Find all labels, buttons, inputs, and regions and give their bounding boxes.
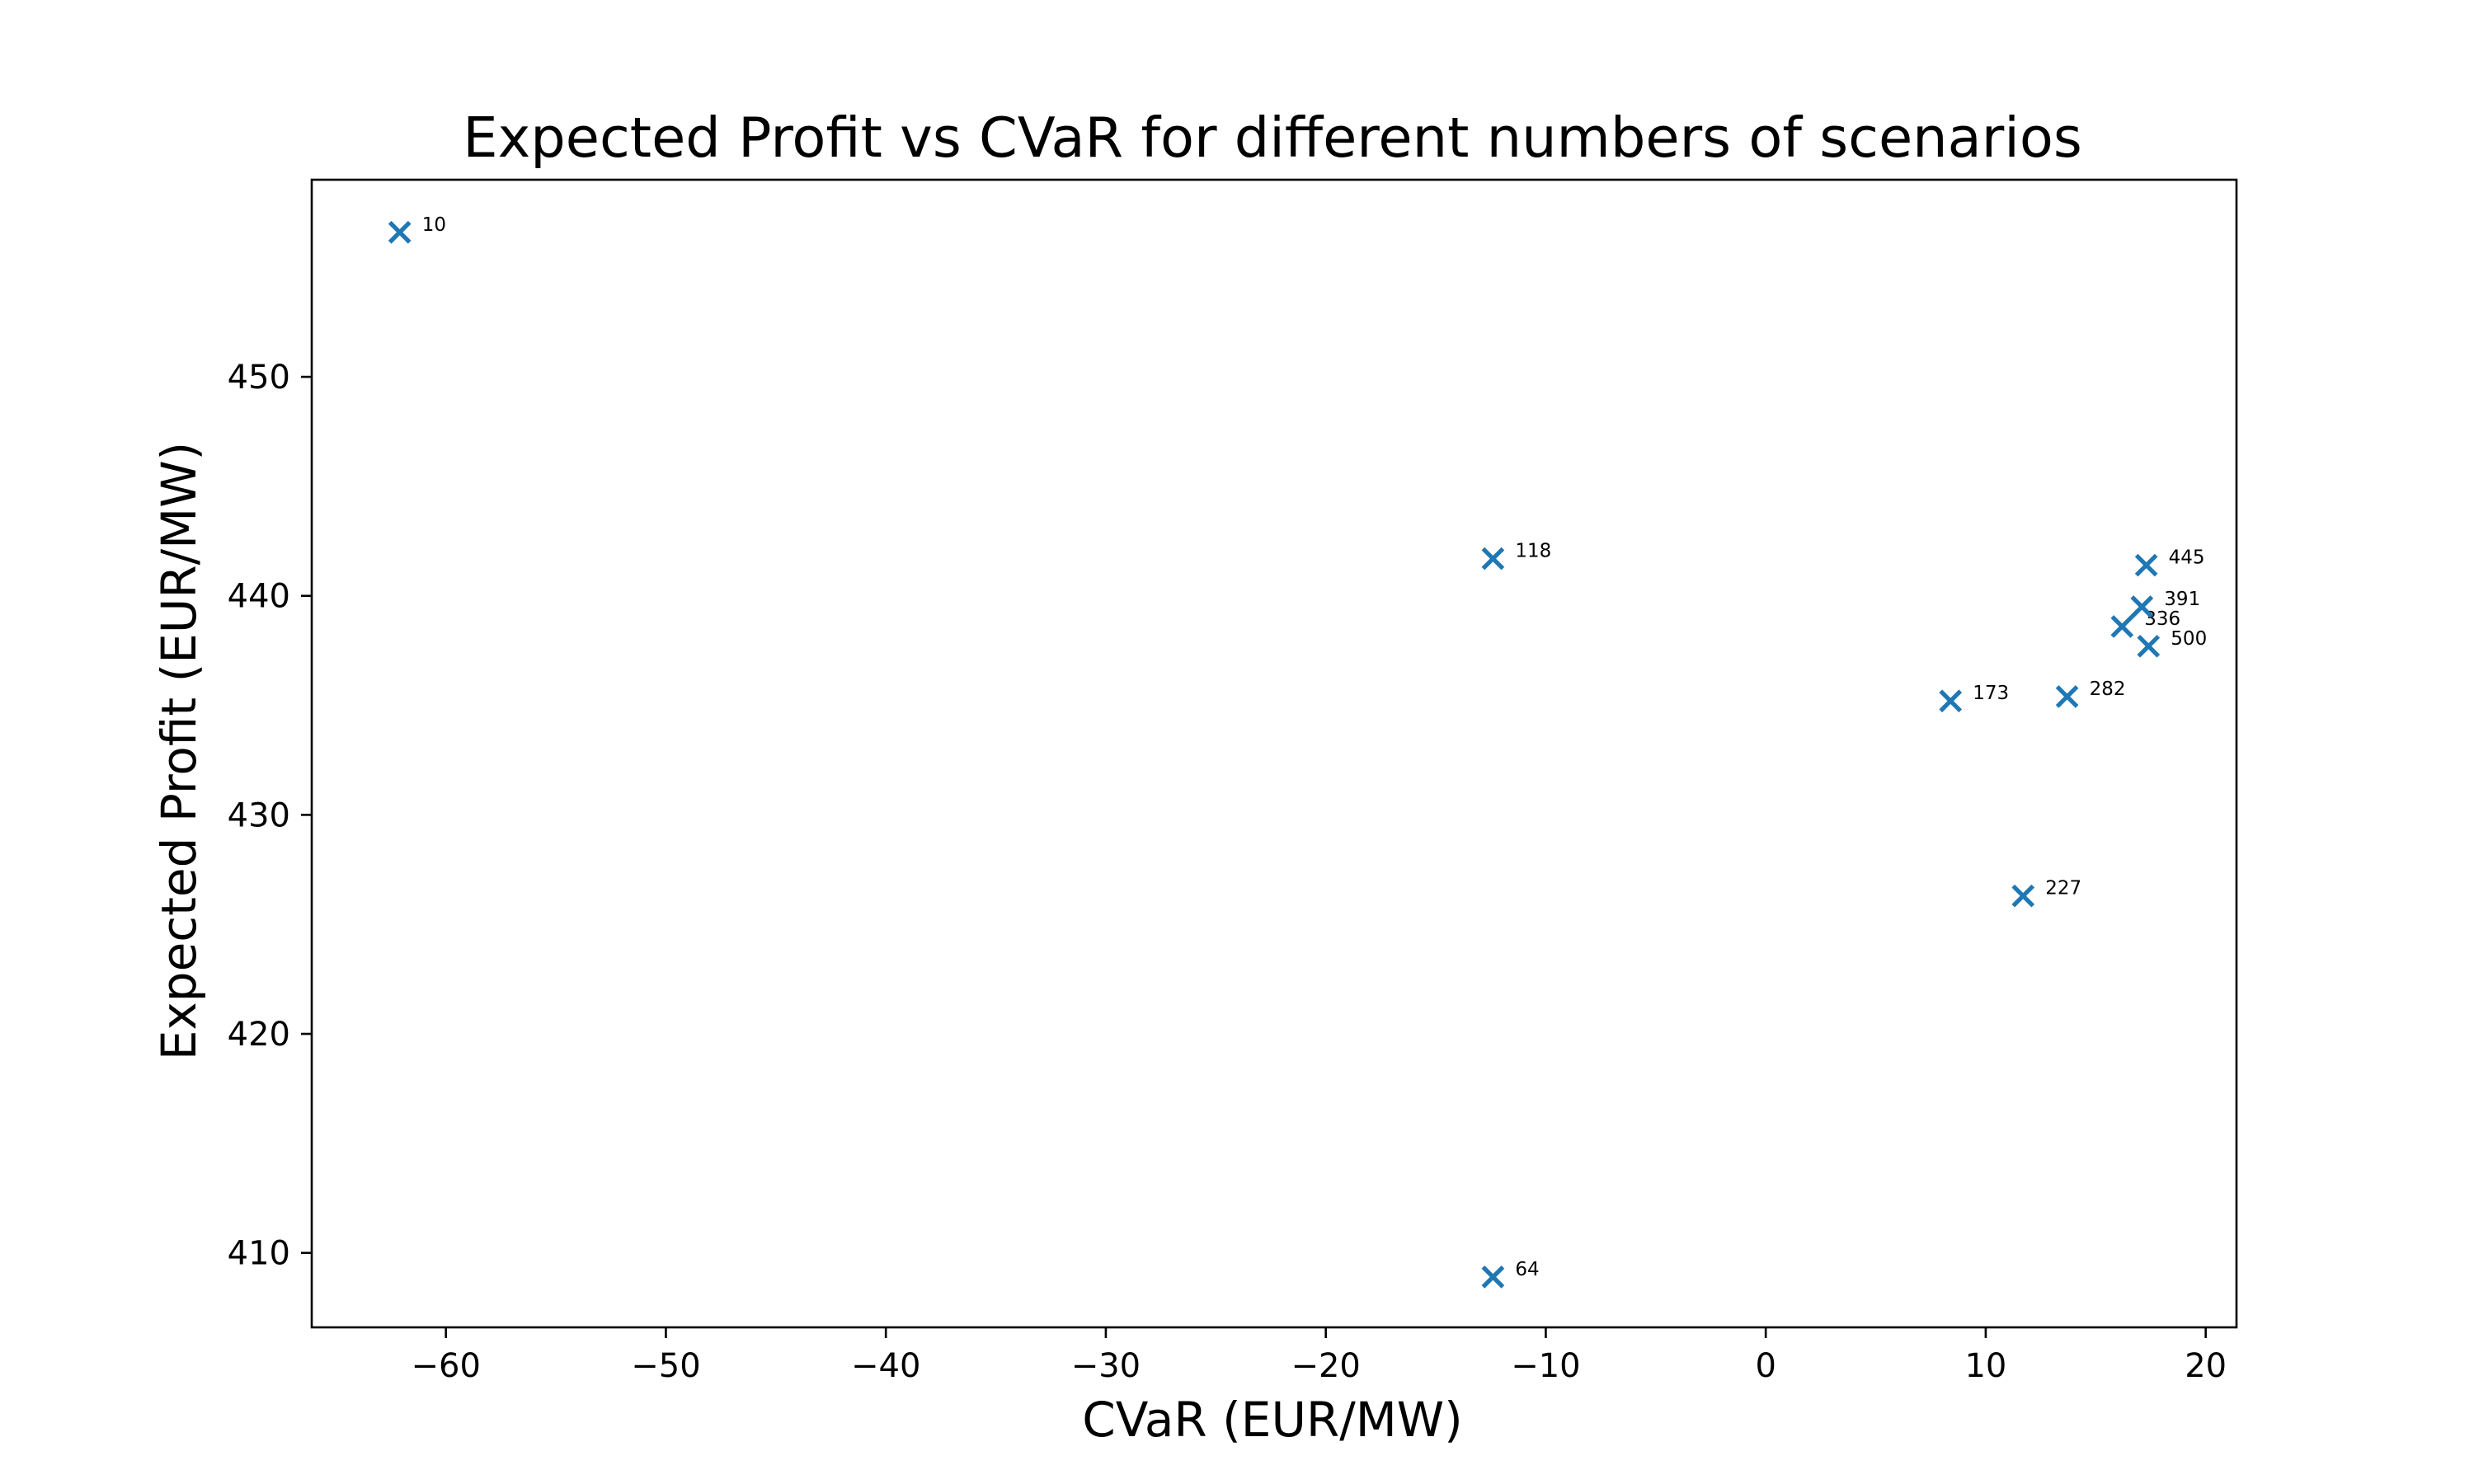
x-tick-label: 10 [1964, 1347, 2006, 1385]
x-marker-stroke [2137, 634, 2161, 658]
data-point: 391 [2130, 589, 2200, 618]
x-marker-stroke [1939, 689, 1963, 713]
x-marker-stroke [2134, 553, 2158, 577]
x-marker-stroke [1481, 1266, 1505, 1289]
y-axis-title: Expected Profit (EUR/MW) [151, 442, 207, 1060]
x-tick-label: −20 [1291, 1347, 1360, 1385]
x-tick-label: 0 [1755, 1347, 1776, 1385]
data-point: 64 [1481, 1259, 1540, 1289]
point-label: 391 [2164, 589, 2200, 610]
chart-title: Expected Profit vs CVaR for different nu… [463, 106, 2082, 170]
data-point: 282 [2055, 679, 2126, 708]
x-marker-stroke [1481, 547, 1505, 571]
data-point: 10 [388, 214, 446, 244]
x-tick-label: −10 [1511, 1347, 1580, 1385]
point-label: 282 [2090, 679, 2126, 700]
x-axis-title: CVaR (EUR/MW) [1082, 1392, 1463, 1448]
data-point: 227 [2011, 878, 2081, 908]
data-point: 445 [2134, 547, 2205, 577]
y-tick-label: 420 [228, 1016, 290, 1054]
x-marker-stroke [2130, 595, 2154, 618]
point-label: 64 [1515, 1259, 1539, 1280]
point-label: 445 [2169, 547, 2205, 569]
x-marker-stroke [2055, 685, 2079, 708]
data-point: 173 [1939, 683, 2009, 713]
x-marker-stroke [2011, 884, 2035, 908]
point-label: 227 [2045, 878, 2081, 899]
point-label: 336 [2144, 608, 2180, 630]
x-marker-stroke [388, 220, 412, 244]
y-tick-label: 440 [228, 578, 290, 616]
point-label: 173 [1973, 683, 2009, 704]
axes-frame [310, 178, 2238, 1329]
y-tick-label: 450 [228, 359, 290, 397]
x-tick-label: −40 [851, 1347, 920, 1385]
plot-area [310, 178, 2238, 1329]
point-label: 118 [1515, 541, 1551, 562]
y-axis-ticks: 410 420 430 440 450 [228, 359, 312, 1273]
point-label: 10 [422, 214, 446, 236]
data-point: 336 [2110, 608, 2180, 638]
x-tick-label: −50 [631, 1347, 700, 1385]
y-tick-label: 430 [228, 796, 290, 834]
x-marker-stroke [2110, 615, 2134, 638]
y-tick-label: 410 [228, 1235, 290, 1273]
data-point: 500 [2137, 628, 2207, 658]
x-tick-label: −30 [1071, 1347, 1141, 1385]
x-tick-label: −60 [412, 1347, 481, 1385]
x-tick-label: 20 [2185, 1347, 2227, 1385]
x-axis-ticks: −60 −50 −40 −30 −20 −10 0 10 20 [412, 1327, 2227, 1385]
point-label: 500 [2171, 628, 2207, 650]
data-point: 118 [1481, 541, 1551, 571]
